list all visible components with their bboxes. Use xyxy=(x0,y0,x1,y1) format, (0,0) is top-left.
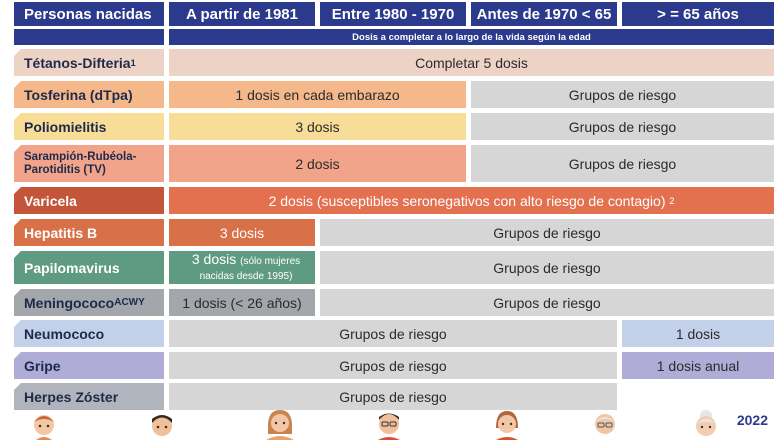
row-meningococo-value: 1 dosis (< 26 años) xyxy=(169,289,315,316)
row-papiloma-name: Papilomavirus xyxy=(14,251,164,284)
mother-figure-icon xyxy=(266,410,294,440)
row-tosferina-value: 1 dosis en cada embarazo xyxy=(169,81,466,108)
row-hepatitis-riesgo: Grupos de riesgo xyxy=(320,219,774,246)
subheader-dosis: Dosis a completar a lo largo de la vida … xyxy=(169,29,774,45)
row-sarampion-value: 2 dosis xyxy=(169,145,466,182)
boy-figure-icon xyxy=(152,415,172,436)
header-antes-1970: Antes de 1970 < 65 xyxy=(471,2,617,26)
subheader-left-blank xyxy=(14,29,164,45)
row-sarampion-riesgo: Grupos de riesgo xyxy=(471,145,774,182)
row-papiloma-value: 3 dosis (sólo mujeres nacidas desde 1995… xyxy=(169,251,315,284)
row-neumococo-name: Neumococo xyxy=(14,320,164,347)
year-label: 2022 xyxy=(736,412,768,428)
row-hepatitis-name: Hepatitis B xyxy=(14,219,164,246)
elderly-man-figure-icon xyxy=(595,414,615,434)
row-tetanos-name: Tétanos-Difteria 1 xyxy=(14,49,164,76)
row-gripe-name: Gripe xyxy=(14,352,164,379)
row-polio-name: Poliomielitis xyxy=(14,113,164,140)
people-illustrations xyxy=(0,406,780,440)
row-neumococo-value: 1 dosis xyxy=(622,320,774,347)
elderly-woman-figure-icon xyxy=(696,410,716,436)
row-hepatitis-value: 3 dosis xyxy=(169,219,315,246)
row-tosferina-riesgo: Grupos de riesgo xyxy=(471,81,774,108)
header-mayor-65: > = 65 años xyxy=(622,2,774,26)
woman-figure-icon xyxy=(496,411,518,440)
row-tosferina-name: Tosferina (dTpa) xyxy=(14,81,164,108)
row-herpes-riesgo: Grupos de riesgo xyxy=(169,383,617,410)
row-herpes-name: Herpes Zóster xyxy=(14,383,164,410)
row-sarampion-name: Sarampión-Rubéola-Parotiditis (TV) xyxy=(14,145,164,182)
row-gripe-value: 1 dosis anual xyxy=(622,352,774,379)
row-papiloma-riesgo: Grupos de riesgo xyxy=(320,251,774,284)
header-entre-1980-1970: Entre 1980 - 1970 xyxy=(320,2,466,26)
row-neumococo-riesgo: Grupos de riesgo xyxy=(169,320,617,347)
row-meningococo-riesgo: Grupos de riesgo xyxy=(320,289,774,316)
row-polio-riesgo: Grupos de riesgo xyxy=(471,113,774,140)
man-glasses-figure-icon xyxy=(378,413,400,440)
header-a-partir-1981: A partir de 1981 xyxy=(169,2,315,26)
child-figure-icon xyxy=(34,415,54,440)
row-gripe-riesgo: Grupos de riesgo xyxy=(169,352,617,379)
header-personas-nacidas: Personas nacidas xyxy=(14,2,164,26)
row-varicela-value: 2 dosis (susceptibles seronegativos con … xyxy=(169,187,774,214)
row-varicela-name: Varicela xyxy=(14,187,164,214)
row-tetanos-value: Completar 5 dosis xyxy=(169,49,774,76)
row-meningococo-name: Meningococo ACWY xyxy=(14,289,164,316)
row-polio-value: 3 dosis xyxy=(169,113,466,140)
